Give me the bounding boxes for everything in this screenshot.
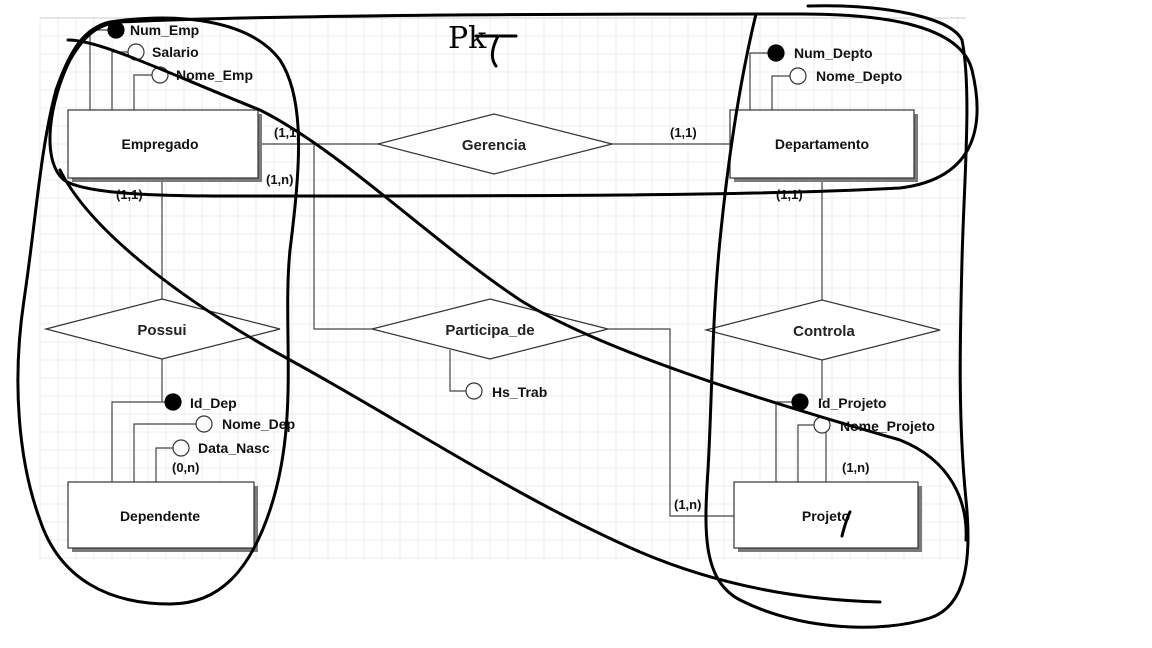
entity-box <box>67 481 255 549</box>
ink-tick-projeto <box>840 510 852 538</box>
entity-label-departamento: Departamento <box>775 136 869 152</box>
relationship-label-participa-de: Participa_de <box>445 322 534 339</box>
relationship-label-possui: Possui <box>137 322 186 339</box>
attribute-num-depto[interactable]: Num_Depto <box>767 44 873 62</box>
key-attribute-dot <box>767 44 785 62</box>
attribute-nome-depto[interactable]: Nome_Depto <box>789 67 902 85</box>
ink-loop-left-column <box>16 16 301 606</box>
relationship-gerencia[interactable]: Gerencia <box>375 113 613 175</box>
entity-label-dependente: Dependente <box>120 508 200 524</box>
ink-diagonal-stroke-upper <box>66 38 968 542</box>
attribute-dot <box>195 415 213 433</box>
attribute-label: Nome_Dep <box>222 416 295 432</box>
stem-nome-depto <box>771 75 790 110</box>
stem-salario <box>111 51 128 110</box>
line-empregado-participa <box>313 144 372 330</box>
entity-empregado[interactable]: Empregado <box>67 109 262 182</box>
ink-diagonal-stroke-lower <box>58 168 882 604</box>
attribute-label: Nome_Emp <box>176 67 253 83</box>
attribute-label: Hs_Trab <box>492 384 547 400</box>
cardinality-projeto-controla: (1,n) <box>842 460 869 475</box>
attribute-label: Id_Projeto <box>818 395 886 411</box>
attribute-num-emp[interactable]: Num_Emp <box>107 21 199 39</box>
entity-label-projeto: Projeto <box>802 508 850 524</box>
cardinality-emp-participa: (1,n) <box>266 172 293 187</box>
attribute-label: Data_Nasc <box>198 440 270 456</box>
stem-id-dep <box>111 401 165 482</box>
ink-note-flourish <box>474 34 518 68</box>
stem-nome-emp <box>133 74 152 110</box>
cardinality-gerencia-depto: (1,1) <box>670 125 697 140</box>
attribute-dot <box>172 439 190 457</box>
relationship-participa-de[interactable]: Participa_de <box>371 298 609 360</box>
ink-loop-right-column <box>704 4 970 629</box>
entity-box <box>729 109 915 179</box>
relationship-diamond <box>371 298 609 360</box>
stem-nome-projeto <box>797 424 814 482</box>
attribute-data-nasc[interactable]: Data_Nasc <box>172 439 270 457</box>
attribute-label: Num_Depto <box>794 45 873 61</box>
attribute-hs-trab[interactable]: Hs_Trab <box>465 382 547 400</box>
attribute-dot <box>465 382 483 400</box>
relationship-label-controla: Controla <box>793 323 855 340</box>
attribute-label: Id_Dep <box>190 395 237 411</box>
entity-departamento[interactable]: Departamento <box>729 109 918 182</box>
relationship-label-gerencia: Gerencia <box>462 137 527 154</box>
attribute-label: Num_Emp <box>130 22 199 38</box>
stem-nome-dep <box>133 423 196 482</box>
relationship-diamond <box>43 298 281 360</box>
cardinality-depto-controla: (1,1) <box>776 187 803 202</box>
relationship-controla[interactable]: Controla <box>703 299 941 361</box>
attribute-id-dep[interactable]: Id_Dep <box>164 393 237 411</box>
attribute-nome-dep[interactable]: Nome_Dep <box>195 415 295 433</box>
stem-num-depto <box>749 52 768 110</box>
stem-hs-trab <box>449 350 466 392</box>
ink-loop-top-row <box>48 12 979 198</box>
entity-box <box>67 109 259 179</box>
attribute-salario[interactable]: Salario <box>127 43 199 61</box>
handwritten-note: Pk <box>448 21 487 56</box>
relationship-diamond <box>703 299 941 361</box>
key-attribute-dot <box>164 393 182 411</box>
attribute-label: Nome_Depto <box>816 68 902 84</box>
attribute-id-projeto[interactable]: Id_Projeto <box>791 393 886 411</box>
line-participa-projeto <box>608 328 734 517</box>
entity-box <box>733 481 919 549</box>
handwritten-annotations: Pk <box>16 4 979 629</box>
stem-num-emp <box>89 29 108 110</box>
cardinality-dependente-possui: (0,n) <box>172 460 199 475</box>
entity-dependente[interactable]: Dependente <box>67 481 258 552</box>
attribute-dot <box>789 67 807 85</box>
relationship-diamond <box>375 113 613 175</box>
cardinality-projeto-participa: (1,n) <box>674 497 701 512</box>
entity-label-empregado: Empregado <box>121 136 198 152</box>
stem-data-nasc <box>155 447 173 482</box>
relationship-possui[interactable]: Possui <box>43 298 281 360</box>
attribute-label: Salario <box>152 44 199 60</box>
entity-projeto[interactable]: Projeto <box>733 481 922 552</box>
attribute-nome-emp[interactable]: Nome_Emp <box>151 66 253 84</box>
